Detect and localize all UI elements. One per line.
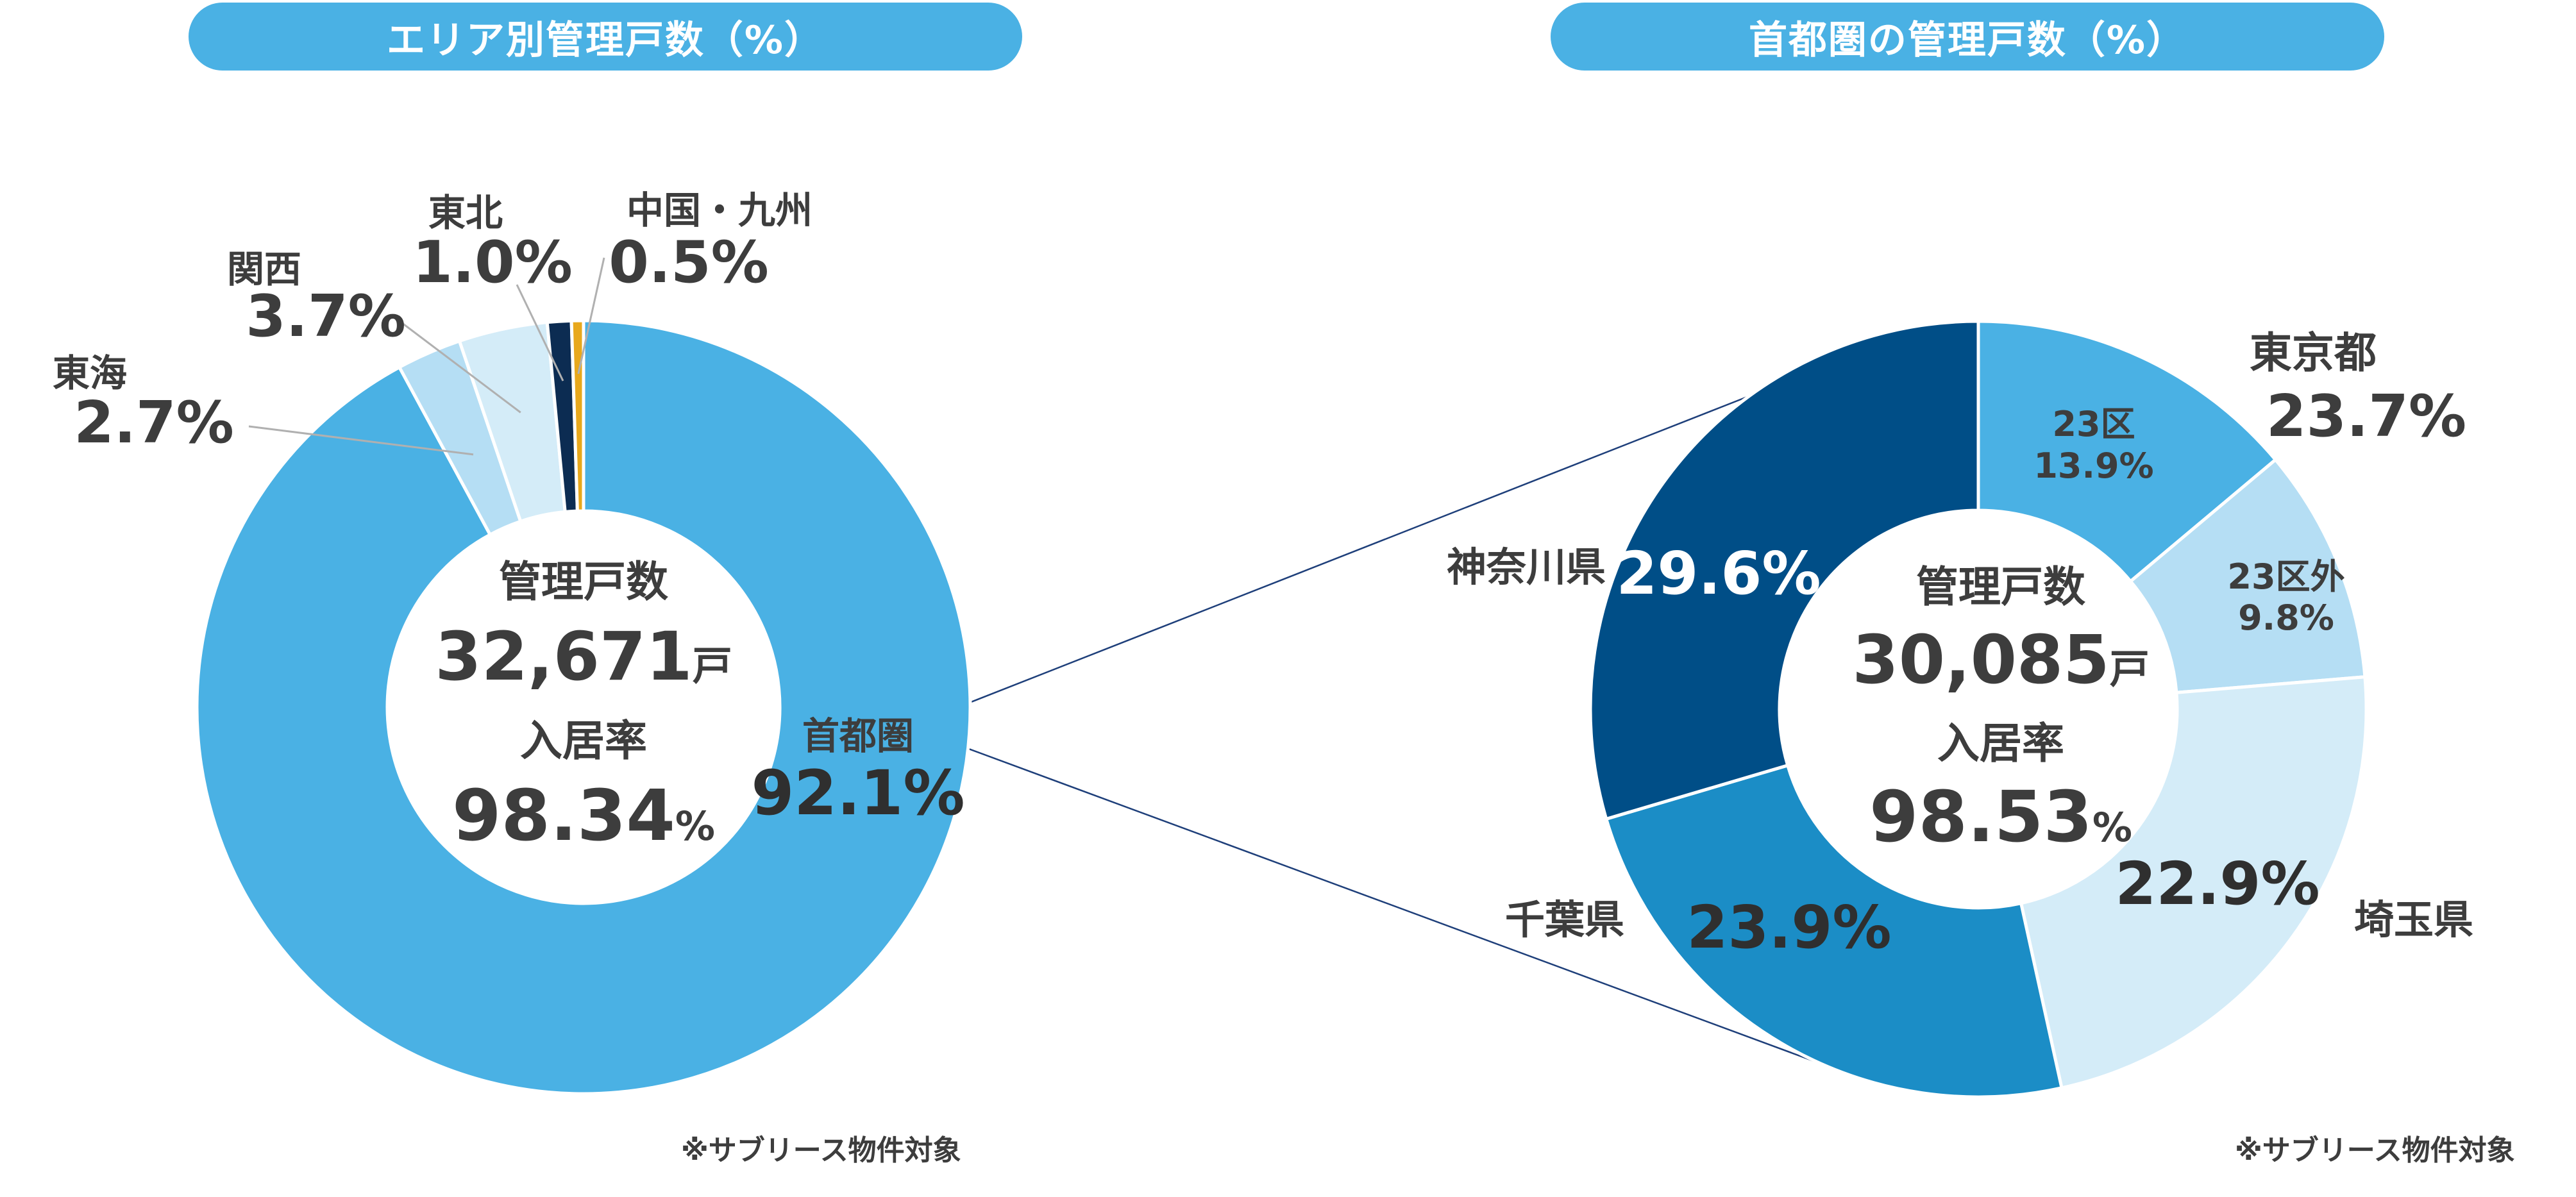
left-label-shutoken-name: 首都圏 (802, 714, 914, 758)
leader-line-2 (398, 319, 521, 414)
left-slice-0 (195, 319, 972, 1096)
leader-line-3 (516, 284, 564, 381)
right-label-23kugai-name: 23区外 (2227, 557, 2344, 597)
leader-lines (248, 257, 605, 456)
right-group-value: 23.7% (2266, 383, 2466, 450)
left-center-rate: 98.34% (452, 774, 715, 857)
right-center-rate-label: 入居率 (1937, 719, 2064, 768)
left-center-count: 32,671戸 (435, 617, 732, 696)
right-slice-3 (1604, 763, 2064, 1099)
right-label-kanagawa-name: 神奈川県 (1447, 544, 1606, 590)
right-slice-4 (1588, 319, 1980, 821)
left-label-chugoku-value: 0.5% (609, 229, 769, 296)
right-label-saitama-value: 22.9% (2115, 850, 2319, 918)
left-footnote: ※サブリース物件対象 (681, 1134, 961, 1167)
right-chart-title: 首都圏の管理戸数（%） (1551, 3, 2384, 71)
right-slice-0 (1976, 319, 2278, 584)
left-label-kansai-name: 関西 (227, 247, 301, 291)
right-group-name: 東京都 (2250, 328, 2377, 378)
right-slice-1 (2128, 457, 2367, 694)
right-label-kanagawa-value: 29.6% (1616, 539, 1821, 608)
left-label-tohoku-name: 東北 (428, 191, 503, 235)
right-center-count: 30,085戸 (1852, 621, 2149, 699)
right-slice-2 (2019, 675, 2368, 1090)
leader-line-1 (248, 425, 474, 456)
left-center-rate-label: 入居率 (520, 716, 647, 766)
right-center-count-label: 管理戸数 (1916, 562, 2085, 612)
left-label-kansai-value: 3.7% (246, 283, 406, 350)
right-donut (1588, 319, 2368, 1099)
left-label-tokai-name: 東海 (53, 351, 127, 395)
zoom-connector-lines (925, 395, 1867, 1082)
left-label-chugoku-name: 中国・九州 (627, 188, 812, 232)
left-label-tohoku-value: 1.0% (412, 229, 573, 296)
connector-line-bottom (925, 732, 1867, 1082)
connector-line-top (925, 395, 1750, 721)
left-donut (195, 319, 972, 1096)
right-label-chiba-value: 23.9% (1687, 893, 1891, 962)
left-chart-title: エリア別管理戸数（%） (189, 3, 1022, 71)
left-center-count-label: 管理戸数 (499, 557, 668, 607)
right-label-23ku-name: 23区 (2052, 404, 2135, 444)
right-label-chiba-name: 千葉県 (1505, 896, 1624, 943)
right-label-23kugai-value: 9.8% (2238, 598, 2334, 638)
leader-line-4 (577, 257, 605, 374)
left-label-tokai-value: 2.7% (74, 389, 234, 456)
right-label-saitama-name: 埼玉県 (2354, 896, 2473, 943)
right-center-rate: 98.53% (1869, 776, 2132, 858)
left-label-shutoken-value: 92.1% (751, 757, 964, 829)
right-label-23ku-value: 13.9% (2033, 446, 2153, 486)
right-footnote: ※サブリース物件対象 (2235, 1134, 2515, 1167)
